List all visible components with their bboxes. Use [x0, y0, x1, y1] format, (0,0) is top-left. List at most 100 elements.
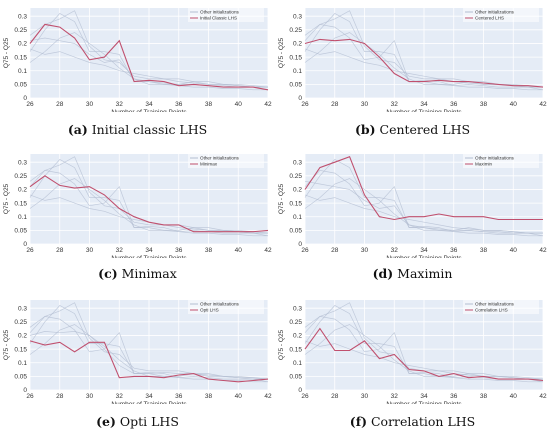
other-init-line — [29, 156, 269, 234]
x-tick-label: 38 — [205, 247, 213, 254]
y-tick-label: 0.1 — [18, 68, 27, 75]
caption-letter: (d) — [372, 266, 394, 281]
x-tick-label: 40 — [235, 393, 243, 400]
legend-label-highlight: Initial Classic LHS — [200, 16, 237, 21]
x-tick-label: 42 — [539, 247, 547, 254]
caption-letter: (e) — [96, 414, 116, 429]
caption-text: Opti LHS — [119, 414, 179, 429]
y-tick-label: 0.3 — [293, 159, 302, 166]
x-tick-label: 32 — [116, 101, 124, 108]
legend-label-highlight: Centered LHS — [475, 16, 504, 21]
x-tick-label: 40 — [235, 101, 243, 108]
y-tick-label: 0.3 — [293, 13, 302, 20]
caption-letter: (c) — [98, 266, 118, 281]
x-tick-label: 36 — [450, 247, 458, 254]
x-tick-label: 30 — [86, 101, 94, 108]
legend-label-other: Other initializations — [200, 302, 240, 307]
y-tick-label: 0 — [23, 95, 27, 102]
panel-f: 26 28 30 32 34 36 38 40 42 0 0.05 0.1 0.15 0.2 0.25 0.3… — [275, 292, 550, 437]
other-init-line — [29, 178, 268, 237]
caption-text: Maximin — [397, 266, 453, 281]
other-init-line — [304, 194, 543, 234]
x-tick-label: 28 — [331, 393, 339, 400]
x-tick-label: 36 — [175, 247, 183, 254]
y-tick-label: 0.15 — [14, 346, 27, 353]
x-tick-label: 32 — [391, 101, 399, 108]
y-tick-label: 0.05 — [289, 374, 302, 381]
other-init-line — [304, 324, 543, 383]
x-tick-label: 32 — [116, 393, 124, 400]
x-tick-label: 34 — [420, 101, 428, 108]
chart-opti-lhs: 26 28 30 32 34 36 38 40 42 0 0.05 0.1 0.15 0.2 0.25 0.3… — [3, 300, 272, 404]
chart-minimax: 26 28 30 32 34 36 38 40 42 0 0.05 0.1 0.15 0.2 0.25 0.3… — [3, 154, 272, 258]
y-tick-label: 0.1 — [293, 360, 302, 367]
y-tick-label: 0.2 — [293, 41, 302, 48]
y-tick-label: 0.25 — [14, 173, 27, 180]
x-axis-label: Number of Training Points — [111, 401, 187, 404]
y-tick-label: 0.3 — [18, 305, 27, 312]
legend-box — [188, 300, 264, 314]
x-tick-label: 38 — [480, 393, 488, 400]
x-tick-label: 26 — [301, 101, 309, 108]
legend-label-highlight: Opti LHS — [200, 308, 219, 313]
x-tick-label: 28 — [56, 393, 64, 400]
x-tick-label: 26 — [26, 101, 34, 108]
y-tick-label: 0.1 — [18, 214, 27, 221]
y-tick-label: 0.25 — [14, 27, 27, 34]
y-axis-label: Q75 - Q25 — [3, 37, 10, 68]
caption-text: Centered LHS — [379, 122, 471, 137]
y-tick-label: 0 — [23, 387, 27, 394]
y-tick-label: 0.25 — [289, 27, 302, 34]
x-tick-label: 28 — [56, 101, 64, 108]
x-tick-label: 30 — [361, 101, 369, 108]
y-tick-label: 0 — [298, 387, 302, 394]
caption-text: Initial classic LHS — [91, 122, 208, 137]
other-init-line — [304, 340, 543, 380]
legend-label-other: Other initializations — [475, 302, 515, 307]
y-tick-label: 0.1 — [293, 68, 302, 75]
x-tick-label: 40 — [510, 393, 518, 400]
x-tick-label: 28 — [56, 247, 64, 254]
y-axis-label: Q75 - Q25 — [278, 37, 285, 68]
x-tick-label: 32 — [391, 393, 399, 400]
x-tick-label: 42 — [264, 393, 272, 400]
x-tick-label: 34 — [420, 393, 428, 400]
x-tick-label: 26 — [26, 247, 34, 254]
y-tick-label: 0 — [298, 241, 302, 248]
panel-b: 26 28 30 32 34 36 38 40 42 0 0.05 0.1 0.15 0.2 0.25 0.3… — [275, 0, 550, 145]
highlight-line — [29, 175, 269, 233]
y-axis-label: Q75 - Q25 — [278, 183, 285, 214]
x-tick-label: 38 — [480, 247, 488, 254]
x-tick-label: 42 — [264, 247, 272, 254]
caption-text: Minimax — [121, 266, 177, 281]
x-tick-label: 42 — [264, 101, 272, 108]
x-tick-label: 26 — [301, 247, 309, 254]
x-tick-label: 42 — [539, 101, 547, 108]
highlight-line — [29, 23, 269, 91]
legend-box — [188, 154, 264, 168]
caption-b: (b) Centered LHS — [275, 122, 550, 137]
chart-initial-classic-lhs: 26 28 30 32 34 36 38 40 42 0 0.05 0.1 0.15 0.2 0.25 0.3… — [3, 8, 272, 112]
other-init-line — [304, 32, 543, 91]
other-init-line — [29, 10, 269, 88]
y-tick-label: 0.15 — [14, 54, 27, 61]
x-tick-label: 26 — [301, 393, 309, 400]
x-tick-label: 36 — [450, 393, 458, 400]
legend-label-other: Other initializations — [200, 156, 240, 161]
caption-c: (c) Minimax — [0, 266, 275, 281]
x-tick-label: 40 — [235, 247, 243, 254]
highlight-line — [304, 155, 543, 221]
x-tick-label: 26 — [26, 393, 34, 400]
x-tick-label: 36 — [175, 393, 183, 400]
other-init-line — [29, 302, 269, 380]
x-tick-label: 38 — [205, 101, 213, 108]
y-tick-label: 0.2 — [18, 41, 27, 48]
y-tick-label: 0.3 — [293, 305, 302, 312]
other-init-line — [29, 48, 268, 88]
legend-label-other: Other initializations — [475, 156, 515, 161]
legend-box — [463, 154, 539, 168]
x-axis-label: Number of Training Points — [111, 109, 187, 112]
caption-d: (d) Maximin — [275, 266, 550, 281]
y-tick-label: 0.3 — [18, 159, 27, 166]
